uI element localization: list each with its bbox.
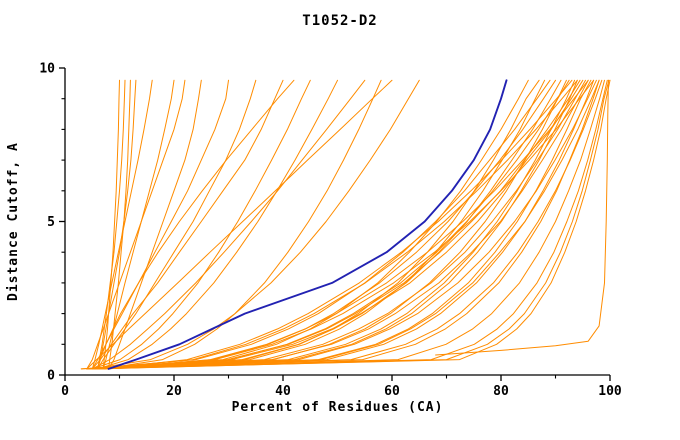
series-model-27 — [86, 79, 600, 370]
chart-title: T1052-D2 — [302, 13, 378, 29]
series-model-38 — [102, 79, 586, 370]
x-tick-label: 20 — [166, 384, 182, 399]
series-model-08 — [97, 79, 126, 370]
x-tick-label: 40 — [275, 384, 291, 399]
y-tick-label: 5 — [47, 215, 55, 230]
series-model-32 — [91, 79, 562, 370]
series-model-23 — [86, 79, 578, 370]
series-model-42 — [97, 79, 592, 370]
series-highlight-model — [107, 79, 508, 370]
series-model-05 — [102, 79, 175, 370]
series-model-10 — [97, 79, 257, 370]
series-model-07 — [108, 79, 202, 370]
series-model-11 — [91, 79, 284, 370]
series-model-45 — [97, 79, 610, 370]
series-model-34 — [91, 79, 597, 370]
series-model-20 — [86, 79, 546, 370]
series-model-28 — [91, 79, 605, 370]
series-model-22 — [91, 79, 567, 370]
series-model-40 — [102, 79, 600, 370]
series-model-46 — [102, 79, 595, 370]
series-model-06 — [86, 79, 186, 370]
y-tick-label: 10 — [39, 62, 55, 77]
series-model-14 — [91, 79, 366, 370]
series-model-26 — [91, 79, 595, 370]
x-tick-label: 80 — [493, 384, 509, 399]
x-tick-label: 0 — [61, 384, 69, 399]
series-model-04 — [91, 79, 153, 370]
series-model-33 — [86, 79, 608, 370]
series-model-31 — [97, 79, 603, 370]
series-model-41 — [97, 79, 576, 370]
series-model-01 — [102, 79, 120, 370]
series-model-29 — [108, 79, 589, 370]
series-model-03 — [97, 79, 137, 370]
x-axis-label: Percent of Residues (CA) — [231, 400, 444, 415]
series-model-17 — [91, 79, 420, 370]
x-tick-label: 60 — [384, 384, 400, 399]
series-outlier-model — [435, 79, 609, 356]
series-model-19 — [91, 79, 529, 370]
series-model-21 — [97, 79, 556, 370]
series-model-36 — [91, 79, 611, 370]
series-model-39 — [80, 79, 570, 370]
series-model-12 — [91, 79, 311, 370]
series-model-25 — [97, 79, 589, 370]
y-tick-label: 0 — [47, 369, 55, 384]
series-model-13 — [97, 79, 338, 370]
series-model-43 — [91, 79, 578, 370]
series-model-15 — [86, 79, 393, 370]
series-model-35 — [97, 79, 581, 370]
series-model-44 — [91, 79, 540, 370]
series-model-37 — [86, 79, 551, 370]
series-model-09 — [91, 79, 229, 370]
series-model-16 — [97, 79, 295, 370]
x-tick-label: 100 — [598, 384, 622, 399]
series-model-30 — [102, 79, 573, 370]
series-model-18 — [102, 79, 382, 370]
